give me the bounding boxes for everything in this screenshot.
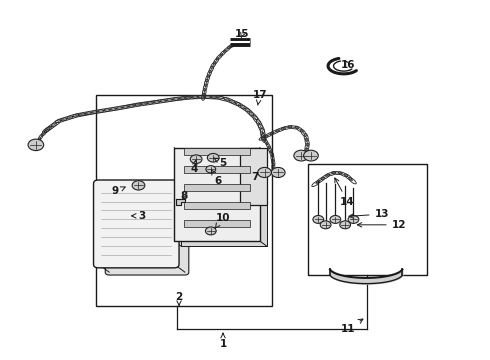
Bar — [181, 153, 267, 246]
Text: 4: 4 — [190, 160, 197, 174]
Circle shape — [190, 155, 202, 163]
Circle shape — [320, 221, 331, 229]
Bar — [184, 202, 250, 209]
Text: 8: 8 — [180, 191, 188, 201]
Text: 15: 15 — [235, 29, 250, 39]
Circle shape — [330, 216, 341, 224]
Bar — [308, 164, 427, 275]
Circle shape — [271, 167, 285, 177]
Circle shape — [132, 181, 145, 190]
Circle shape — [206, 166, 216, 173]
Text: 2: 2 — [175, 292, 183, 305]
Text: 14: 14 — [335, 178, 355, 207]
Text: 10: 10 — [216, 213, 230, 228]
Text: 6: 6 — [211, 170, 222, 186]
Text: 9: 9 — [112, 186, 125, 197]
Polygon shape — [175, 199, 185, 205]
Circle shape — [207, 153, 219, 162]
Circle shape — [313, 216, 324, 224]
Text: 17: 17 — [252, 90, 267, 105]
FancyBboxPatch shape — [94, 180, 179, 268]
Text: 7: 7 — [251, 172, 258, 182]
Bar — [96, 95, 272, 306]
Bar — [240, 148, 267, 205]
Circle shape — [294, 150, 309, 161]
Bar — [184, 184, 250, 191]
Text: 3: 3 — [132, 211, 146, 221]
Circle shape — [340, 221, 350, 229]
Text: 1: 1 — [220, 333, 227, 349]
Bar — [184, 220, 250, 226]
Circle shape — [304, 150, 318, 161]
FancyBboxPatch shape — [105, 189, 189, 275]
Circle shape — [28, 139, 44, 150]
Text: 12: 12 — [357, 220, 406, 230]
Bar — [174, 148, 260, 241]
Circle shape — [258, 167, 271, 177]
Circle shape — [348, 216, 359, 224]
Circle shape — [205, 227, 216, 235]
Text: 16: 16 — [341, 59, 355, 69]
Text: 11: 11 — [341, 319, 363, 334]
Text: 5: 5 — [214, 158, 227, 168]
Bar — [184, 166, 250, 173]
Bar — [184, 148, 250, 155]
Text: 13: 13 — [349, 209, 389, 219]
